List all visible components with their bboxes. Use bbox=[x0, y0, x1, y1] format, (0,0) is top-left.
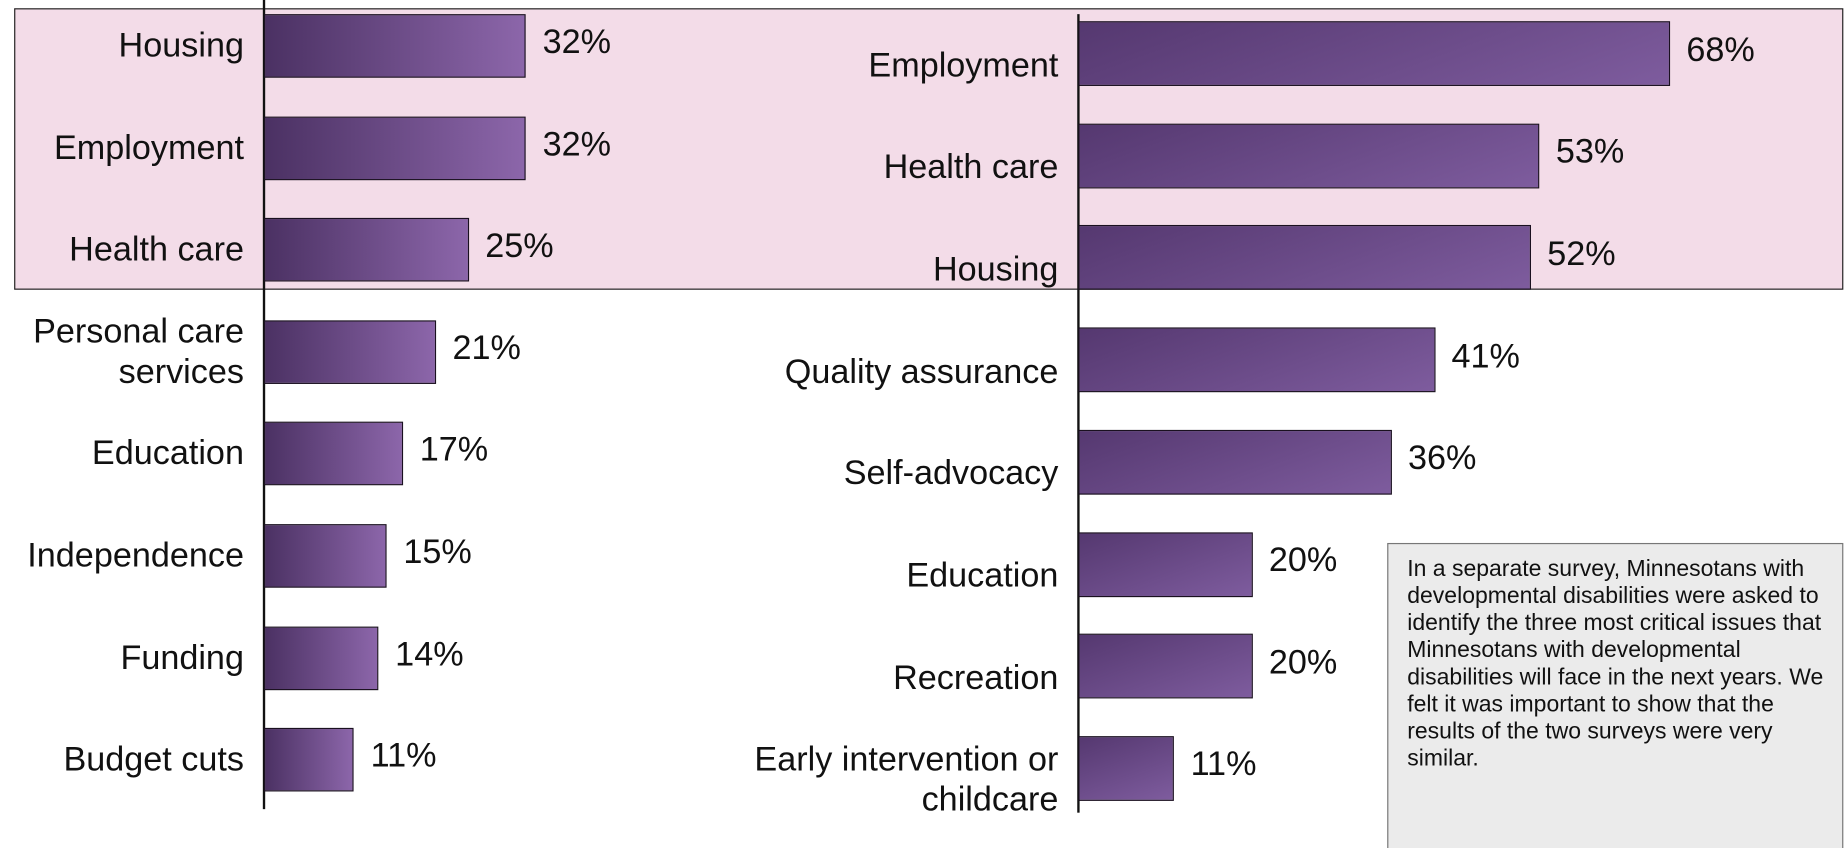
bar bbox=[1078, 429, 1392, 495]
bar bbox=[264, 728, 355, 792]
value-label: 32% bbox=[542, 125, 612, 164]
value-label: 14% bbox=[395, 635, 464, 674]
bar bbox=[264, 218, 469, 282]
value-label: 41% bbox=[1451, 337, 1520, 376]
category-label: Funding bbox=[120, 639, 244, 677]
category-label: Employment bbox=[54, 129, 244, 167]
value-label: 17% bbox=[419, 431, 489, 470]
category-label: Health care bbox=[883, 148, 1059, 187]
category-label: Recreation bbox=[893, 659, 1059, 697]
axis-line bbox=[262, 0, 266, 810]
value-label: 20% bbox=[1268, 643, 1338, 682]
value-label: 52% bbox=[1547, 235, 1616, 274]
bar bbox=[264, 422, 404, 486]
category-label: Housing bbox=[932, 250, 1059, 289]
bar bbox=[264, 524, 387, 588]
category-label: Education bbox=[906, 557, 1059, 595]
bar bbox=[264, 116, 527, 180]
value-label: 15% bbox=[403, 533, 472, 572]
category-label: Early intervention or childcare bbox=[754, 741, 1059, 820]
category-label: Housing bbox=[118, 27, 244, 65]
value-label: 36% bbox=[1408, 439, 1477, 478]
category-label: Budget cuts bbox=[63, 741, 244, 779]
value-label: 53% bbox=[1555, 133, 1625, 172]
bar bbox=[264, 14, 527, 78]
category-label: Employment bbox=[868, 46, 1059, 85]
category-label: Quality assurance bbox=[784, 352, 1059, 391]
bar bbox=[1078, 735, 1175, 801]
bar bbox=[1078, 123, 1540, 189]
value-label: 25% bbox=[485, 227, 554, 266]
note-box: In a separate survey, Minnesotans with d… bbox=[1387, 542, 1844, 848]
category-label: Independence bbox=[27, 537, 244, 575]
bar bbox=[1078, 225, 1531, 291]
axis-line bbox=[1077, 14, 1080, 813]
bar bbox=[1078, 21, 1670, 86]
value-label: 11% bbox=[1190, 746, 1257, 784]
category-label: Personal care services bbox=[33, 313, 244, 391]
value-label: 11% bbox=[370, 737, 437, 776]
bar bbox=[1078, 633, 1253, 699]
bar bbox=[264, 320, 437, 384]
bar bbox=[264, 626, 379, 690]
bar bbox=[1078, 327, 1436, 393]
value-label: 20% bbox=[1268, 541, 1338, 580]
value-label: 21% bbox=[452, 329, 521, 368]
value-label: 32% bbox=[542, 23, 612, 62]
category-label: Health care bbox=[69, 231, 244, 269]
category-label: Self-advocacy bbox=[843, 454, 1059, 493]
category-label: Education bbox=[91, 435, 244, 473]
value-label: 68% bbox=[1686, 31, 1755, 69]
bar bbox=[1078, 531, 1253, 597]
